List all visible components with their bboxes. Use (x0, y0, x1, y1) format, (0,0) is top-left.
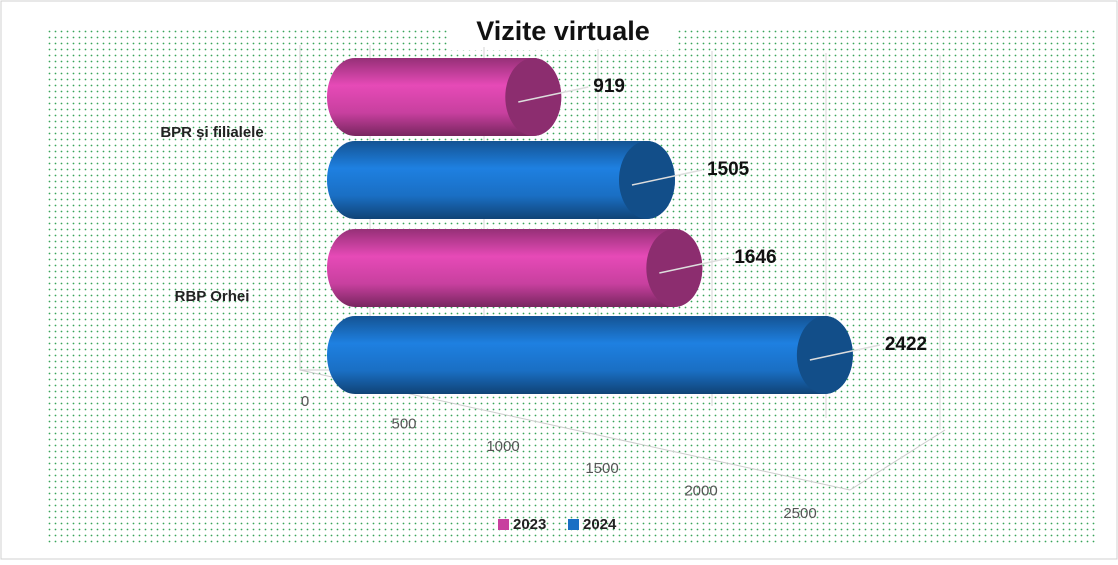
bar (327, 316, 853, 394)
value-label: 919 (593, 76, 625, 97)
bar (327, 58, 562, 136)
cylinder-body (327, 229, 703, 307)
category-label: BPR și filialele (160, 124, 263, 141)
label-leader (518, 86, 589, 103)
value-label: 1646 (734, 247, 776, 268)
label-leader (659, 257, 730, 274)
legend-label: 2024 (583, 516, 617, 533)
x-tick-label: 1000 (486, 438, 519, 455)
bar (327, 141, 675, 219)
cylinder-body (327, 316, 853, 394)
cylinder-cap (796, 316, 853, 394)
cylinder-cap (646, 229, 703, 307)
legend-swatch (498, 519, 509, 530)
cylinder-body (327, 141, 675, 219)
floor-edge (849, 429, 946, 491)
chart-title: Vizite virtuale (476, 16, 650, 46)
bar (327, 229, 703, 307)
value-label: 2422 (885, 334, 927, 355)
cylinder-body (327, 58, 562, 136)
legend-swatch (568, 519, 579, 530)
label-leader (631, 169, 703, 186)
cylinder-cap (505, 58, 562, 136)
x-tick-label: 2500 (783, 505, 816, 522)
cylinder-cap (618, 141, 675, 219)
x-tick-label: 500 (391, 415, 416, 432)
title-backdrop (448, 14, 678, 50)
x-tick-label: 1500 (585, 460, 618, 477)
value-label: 1505 (707, 159, 750, 180)
label-leader (809, 344, 881, 361)
x-tick-label: 2000 (684, 483, 717, 500)
x-tick-label: 0 (301, 393, 309, 410)
category-label: RBP Orhei (175, 288, 250, 305)
legend-label: 2023 (513, 516, 546, 533)
